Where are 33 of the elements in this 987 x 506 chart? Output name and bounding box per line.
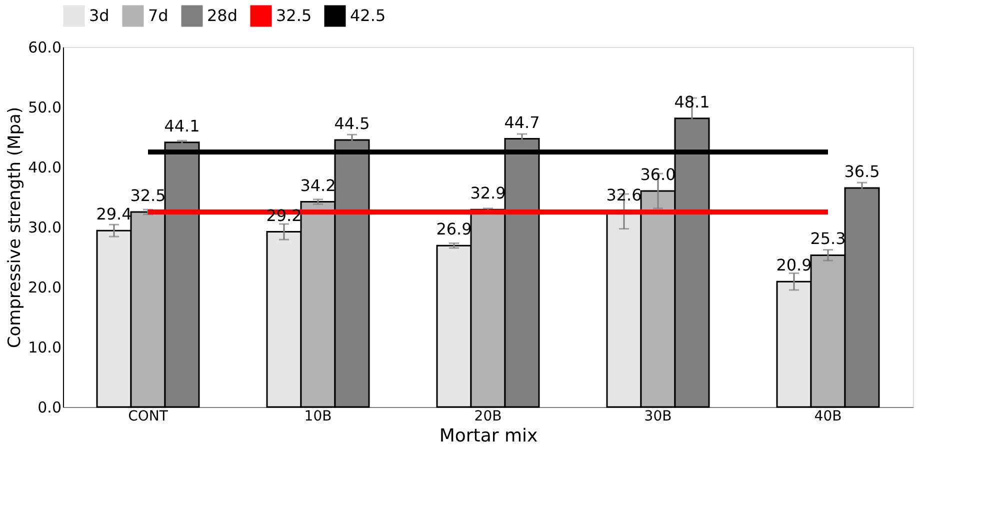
legend-label: 3d [89, 6, 110, 25]
data-label: 34.2 [300, 176, 336, 195]
data-label: 44.1 [164, 116, 200, 136]
y-tick-label: 30.0 [28, 218, 62, 236]
y-tick-label: 10.0 [28, 338, 62, 356]
x-tick-label: 10B [304, 408, 332, 424]
legend-label: 28d [207, 6, 238, 25]
y-tick-label: 0.0 [38, 398, 62, 416]
y-tick-label: 50.0 [28, 98, 62, 116]
y-axis-title: Compressive strength (Mpa) [5, 106, 26, 348]
data-label: 36.0 [640, 165, 676, 184]
data-label: 44.7 [504, 112, 540, 132]
data-label: 25.3 [810, 229, 846, 248]
data-label: 20.9 [776, 256, 812, 275]
legend-label: 42.5 [350, 6, 386, 25]
x-tick-label: 40B [814, 408, 842, 424]
data-label: 48.1 [674, 92, 710, 112]
data-label: 26.9 [436, 220, 472, 239]
y-tick-label: 40.0 [28, 158, 62, 176]
x-tick-label: 20B [474, 408, 502, 424]
data-label: 32.5 [130, 186, 166, 205]
x-axis-title: Mortar mix [439, 426, 538, 446]
legend-label: 7d [148, 6, 168, 25]
legend-label: 32.5 [276, 6, 312, 25]
x-tick-label: CONT [128, 408, 168, 424]
y-tick-label: 20.0 [28, 278, 62, 296]
data-label: 32.9 [470, 184, 506, 203]
data-label: 29.4 [96, 204, 132, 224]
data-label: 36.5 [844, 162, 880, 181]
data-label: 32.6 [606, 185, 642, 204]
x-tick-label: 30B [644, 408, 672, 424]
data-label: 44.5 [334, 114, 370, 133]
y-tick-label: 60.0 [28, 38, 62, 56]
